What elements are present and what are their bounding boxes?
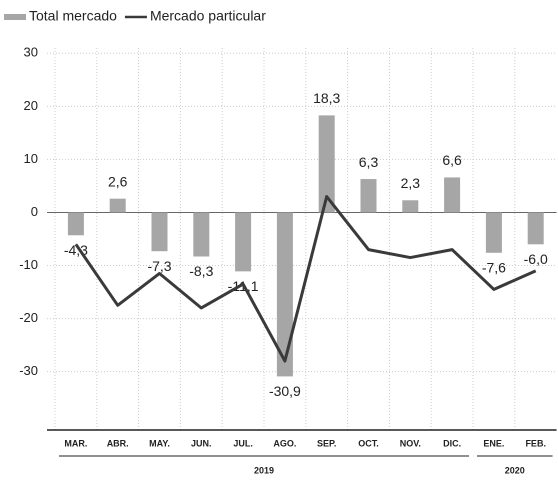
legend-swatch bbox=[4, 14, 26, 20]
bar bbox=[109, 198, 126, 213]
y-tick-label: -30 bbox=[19, 363, 38, 378]
y-tick-label: 20 bbox=[24, 98, 38, 113]
legend-label: Mercado particular bbox=[150, 8, 266, 24]
value-label: -8,3 bbox=[189, 263, 213, 279]
x-tick-label: SEP. bbox=[317, 438, 336, 448]
bar bbox=[485, 212, 502, 253]
x-tick-label: DIC. bbox=[443, 438, 461, 448]
group-label: 2019 bbox=[254, 465, 274, 475]
bar bbox=[235, 212, 252, 272]
x-tick-label: FEB. bbox=[525, 438, 546, 448]
bar bbox=[402, 200, 419, 213]
bar bbox=[151, 212, 168, 252]
bar bbox=[444, 177, 461, 213]
bar bbox=[527, 212, 544, 245]
value-label: 2,6 bbox=[108, 173, 128, 189]
legend-label: Total mercado bbox=[29, 8, 117, 24]
value-label: -6,0 bbox=[524, 251, 548, 267]
value-label: 6,3 bbox=[359, 154, 379, 170]
x-tick-label: OCT. bbox=[358, 438, 379, 448]
x-tick-label: MAR. bbox=[64, 438, 87, 448]
x-tick-label: AGO. bbox=[273, 438, 296, 448]
y-tick-label: -20 bbox=[19, 310, 38, 325]
y-tick-label: 30 bbox=[24, 45, 38, 60]
x-tick-label: MAY. bbox=[149, 438, 170, 448]
value-label: -7,6 bbox=[482, 259, 506, 275]
value-label: 2,3 bbox=[401, 175, 421, 191]
x-tick-label: JUL. bbox=[233, 438, 253, 448]
value-label: 6,6 bbox=[442, 152, 462, 168]
x-tick-label: NOV. bbox=[400, 438, 421, 448]
x-tick-label: ABR. bbox=[107, 438, 129, 448]
bar bbox=[67, 212, 84, 236]
group-label: 2020 bbox=[505, 465, 525, 475]
value-label: 18,3 bbox=[313, 90, 340, 106]
line bbox=[74, 195, 537, 363]
bar bbox=[276, 212, 293, 377]
value-label: -7,3 bbox=[147, 258, 171, 274]
x-tick-label: JUN. bbox=[191, 438, 212, 448]
y-tick-label: -10 bbox=[19, 257, 38, 272]
y-tick-label: 0 bbox=[31, 204, 38, 219]
bar bbox=[360, 179, 377, 213]
x-tick-label: ENE. bbox=[483, 438, 504, 448]
bar bbox=[318, 115, 335, 213]
bar bbox=[193, 212, 210, 257]
y-tick-label: 10 bbox=[24, 151, 38, 166]
value-label: -30,9 bbox=[269, 383, 301, 399]
